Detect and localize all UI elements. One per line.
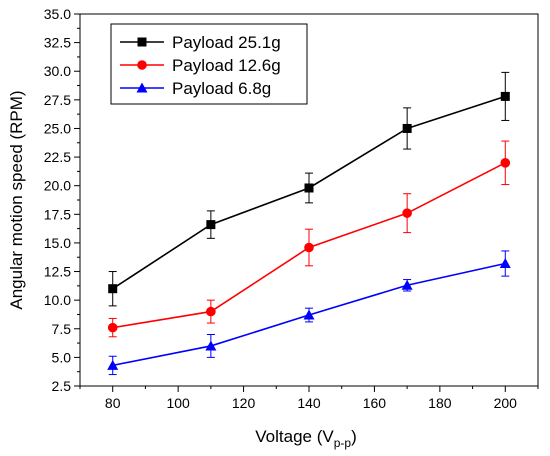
x-tick-label-6: 200	[494, 395, 518, 411]
legend-marker-0	[137, 37, 147, 47]
x-tick-label-5: 180	[428, 395, 452, 411]
data-point-1-3	[402, 208, 412, 218]
y-tick-label-13: 35.0	[44, 6, 71, 22]
x-tick-label-1: 100	[166, 395, 190, 411]
x-axis-title: Voltage (Vp-p)	[255, 427, 356, 450]
y-axis-title: Angular motion speed (RPM)	[7, 90, 26, 309]
y-tick-label-8: 22.5	[44, 149, 71, 165]
data-point-2-4	[499, 258, 511, 269]
data-point-2-2	[303, 309, 315, 320]
x-axis: 80 100 120 140 160 180 200	[79, 386, 539, 411]
y-tick-label-11: 30.0	[44, 63, 71, 79]
data-point-0-4	[500, 91, 510, 101]
legend-label-2: Payload 6.8g	[172, 79, 271, 98]
series-layer	[107, 71, 511, 376]
y-tick-label-2: 7.5	[52, 321, 72, 337]
data-point-0-3	[402, 123, 412, 133]
data-point-1-0	[107, 322, 118, 333]
legend: Payload 25.1g Payload 12.6g Payload 6.8g	[110, 23, 308, 105]
y-tick-label-1: 5.0	[52, 349, 72, 365]
data-point-0-1	[206, 220, 216, 230]
x-tick-label-4: 160	[363, 395, 387, 411]
y-tick-label-6: 17.5	[44, 206, 71, 222]
data-point-2-3	[401, 279, 413, 290]
y-tick-label-3: 10.0	[44, 292, 71, 308]
data-point-1-1	[206, 306, 216, 317]
y-tick-label-4: 12.5	[44, 264, 71, 280]
y-tick-label-9: 25.0	[44, 120, 71, 136]
x-axis-title-main: Voltage (V	[255, 427, 334, 446]
y-tick-label-0: 2.5	[52, 378, 72, 394]
data-point-0-2	[304, 183, 314, 193]
data-point-0-0	[108, 284, 118, 294]
x-axis-title-suffix: )	[351, 427, 357, 446]
y-axis: 2.5 5.0 7.5 10.0 12.5 15.0 17.5 20.0 22.5 25.0 27.…	[44, 6, 80, 394]
y-tick-label-5: 15.0	[44, 235, 71, 251]
series-0	[108, 71, 510, 307]
data-point-1-4	[500, 158, 511, 168]
y-tick-label-7: 20.0	[44, 178, 71, 194]
data-point-2-0	[107, 359, 119, 370]
data-point-2-1	[205, 340, 217, 351]
data-point-1-2	[304, 242, 314, 253]
series-1	[107, 140, 511, 338]
legend-marker-1	[137, 60, 147, 70]
x-tick-label-0: 80	[105, 395, 121, 411]
series-2	[107, 250, 511, 376]
legend-marker-2	[136, 82, 148, 93]
x-tick-label-3: 140	[297, 395, 321, 411]
legend-label-0: Payload 25.1g	[172, 33, 281, 52]
x-axis-title-subscript: p-p	[334, 436, 352, 450]
y-tick-label-12: 32.5	[44, 35, 71, 51]
y-tick-label-10: 27.5	[44, 92, 71, 108]
legend-label-1: Payload 12.6g	[172, 56, 281, 75]
x-tick-label-2: 120	[232, 395, 256, 411]
